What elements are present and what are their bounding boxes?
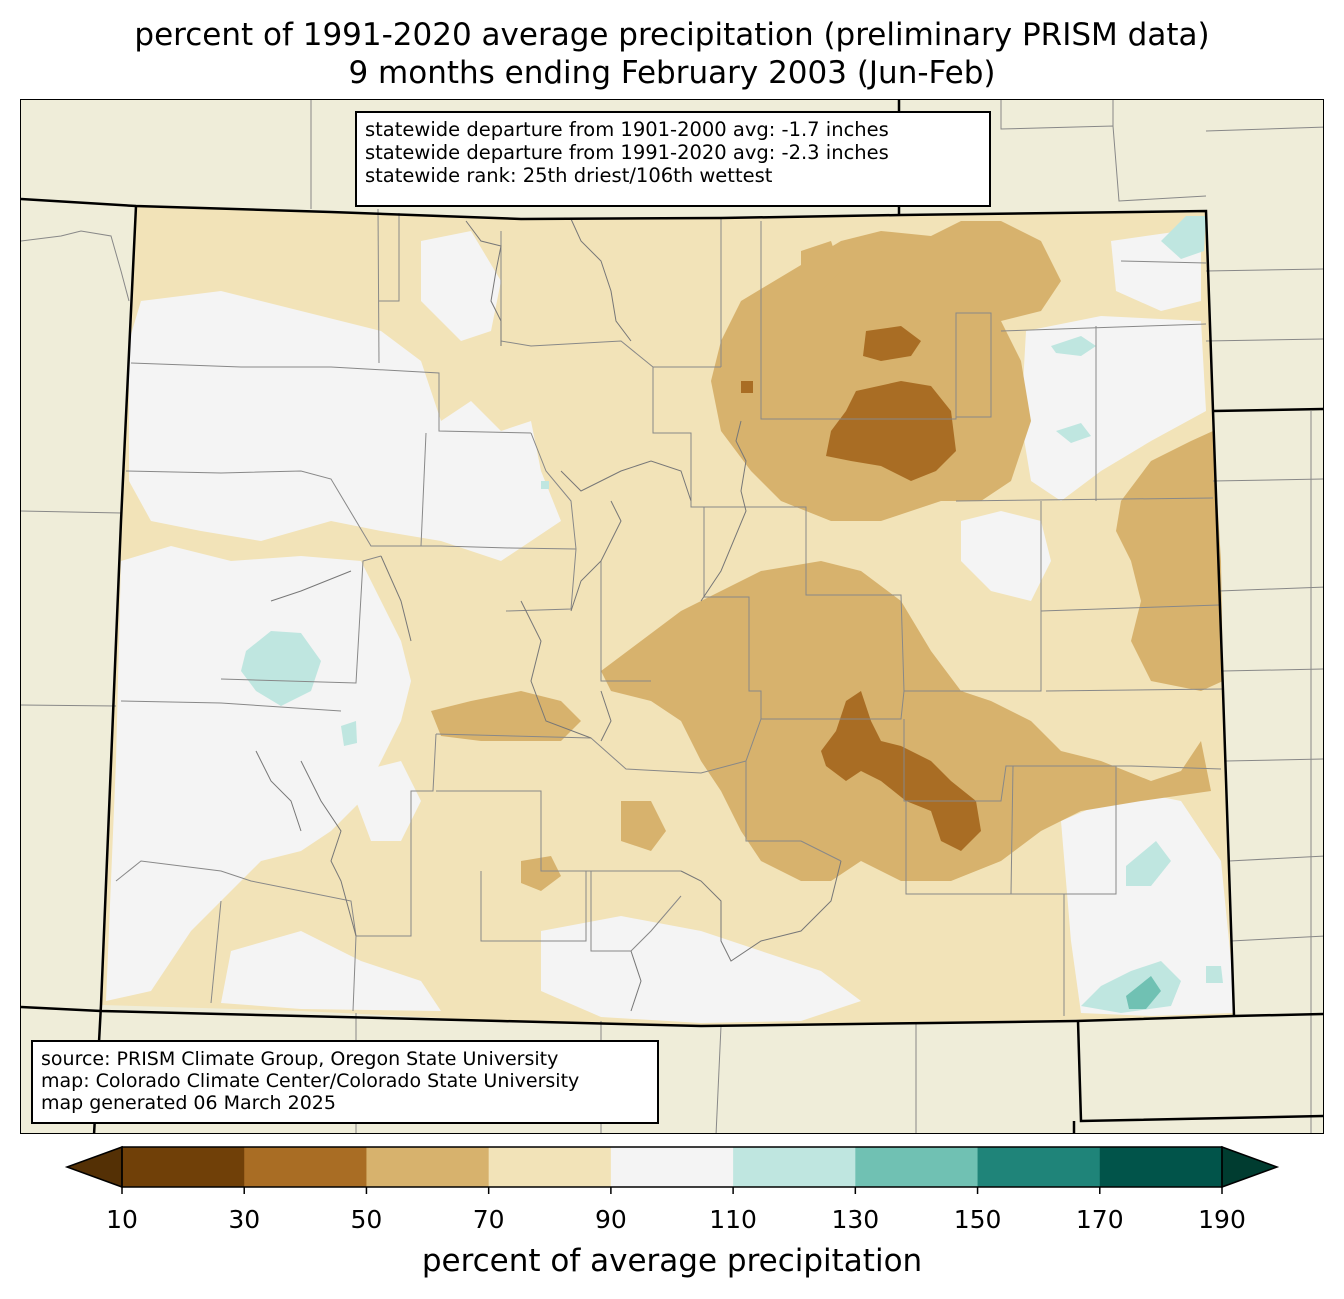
colorado-precip-map [21, 100, 1323, 1133]
wet-130-150-regions [1126, 976, 1161, 1009]
colorbar-segment [733, 1147, 856, 1187]
map-subtitle: 9 months ending February 2003 (Jun-Feb) [348, 55, 996, 91]
map-credit-line: map: Colorado Climate Center/Colorado St… [41, 1070, 580, 1092]
colorbar-outline [121, 1146, 1223, 1188]
colorbar-tick-label: 130 [831, 1205, 880, 1234]
county-lines [115, 208, 1224, 1016]
colorbar-segment [366, 1147, 490, 1187]
colorbar-tick-label: 10 [106, 1205, 138, 1234]
colorbar-ticks [121, 1187, 1223, 1194]
source-line: source: PRISM Climate Group, Oregon Stat… [41, 1048, 559, 1070]
map-generated-line: map generated 06 March 2025 [41, 1092, 336, 1114]
colorbar [64, 1145, 1280, 1194]
colorbar-under-arrow [64, 1145, 123, 1189]
colorbar-segment [122, 1147, 245, 1187]
colorbar-tick-label: 70 [472, 1205, 505, 1234]
colorbar-tick-label: 90 [594, 1205, 627, 1234]
colorbar-tick-label: 50 [350, 1205, 383, 1234]
colorbar-tick-label: 30 [228, 1205, 261, 1234]
stats-rank: statewide rank: 25th driest/106th wettes… [365, 164, 773, 187]
map-title: percent of 1991-2020 average precipitati… [134, 17, 1210, 53]
colorbar-tick-label: 190 [1198, 1205, 1246, 1234]
stats-departure-1901-2000: statewide departure from 1901-2000 avg: … [365, 118, 889, 141]
colorbar-segment [977, 1147, 1101, 1187]
colorbar-over-arrow [1221, 1145, 1280, 1189]
colorbar-segments [122, 1147, 1223, 1187]
colorbar-segment [1099, 1147, 1223, 1187]
statewide-stats-box: statewide departure from 1901-2000 avg: … [355, 111, 991, 207]
dry-30-50-regions [741, 326, 981, 851]
wet-110-130-regions [241, 216, 1223, 1013]
colorbar-tick-label: 110 [709, 1205, 757, 1234]
source-box: source: PRISM Climate Group, Oregon Stat… [31, 1040, 659, 1124]
colorbar-segment [488, 1147, 612, 1187]
colorbar-segment [610, 1147, 734, 1187]
colorbar-segment [855, 1147, 979, 1187]
winding-county-lines [255, 218, 842, 1012]
dry-50-70-regions [431, 221, 1223, 891]
colorbar-label: percent of average precipitation [421, 1243, 923, 1279]
map-frame [20, 99, 1324, 1134]
colorbar-tick-label: 170 [1075, 1205, 1124, 1234]
stats-departure-1991-2020: statewide departure from 1991-2020 avg: … [365, 141, 889, 164]
colorbar-tick-label: 150 [953, 1205, 1002, 1234]
near-normal-regions [106, 231, 1233, 1023]
colorbar-segment [244, 1147, 367, 1187]
